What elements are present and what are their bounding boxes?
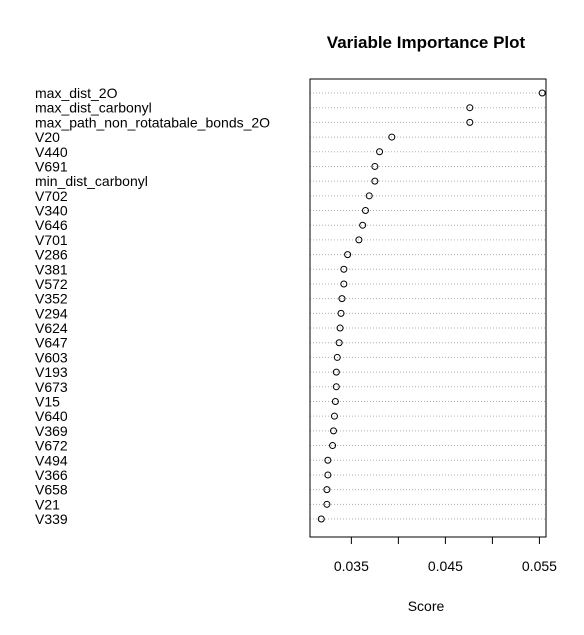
data-point [338, 295, 346, 303]
variable-label: max_dist_2O [35, 85, 118, 101]
variable-label: max_path_non_rotatabale_bonds_2O [35, 114, 270, 130]
data-point [466, 118, 474, 126]
variable-label: V646 [35, 217, 68, 233]
data-point [466, 104, 474, 112]
plot-area [309, 78, 547, 538]
chart-title: Variable Importance Plot [327, 33, 526, 52]
variable-label: V440 [35, 144, 68, 160]
data-point [337, 309, 345, 317]
variable-label: V640 [35, 408, 68, 424]
data-point [376, 148, 384, 156]
variable-labels: max_dist_2Omax_dist_carbonylmax_path_non… [35, 85, 270, 527]
variable-label: V702 [35, 188, 68, 204]
data-point [340, 280, 348, 288]
data-point [361, 207, 369, 215]
data-point [333, 353, 341, 361]
data-point [359, 221, 367, 229]
variable-label: V647 [35, 335, 68, 351]
variable-label: V286 [35, 247, 68, 263]
variable-label: V624 [35, 320, 68, 336]
variable-label: V369 [35, 423, 68, 439]
data-point [355, 236, 363, 244]
data-point [371, 162, 379, 170]
variable-label: V193 [35, 364, 68, 380]
data-point [336, 324, 344, 332]
variable-label: V381 [35, 261, 68, 277]
variable-label: V340 [35, 203, 68, 219]
data-point [388, 133, 396, 141]
variable-label: V294 [35, 305, 68, 321]
variable-label: V658 [35, 482, 68, 498]
x-axis-label: Score [408, 598, 445, 614]
data-points [317, 89, 546, 523]
x-axis: 0.035 0.045 0.055 [334, 537, 557, 574]
variable-label: V15 [35, 393, 60, 409]
data-point [330, 427, 338, 435]
variable-label: V494 [35, 452, 68, 468]
data-point [329, 442, 337, 450]
data-point [324, 456, 332, 464]
data-point [331, 397, 339, 405]
x-tick-label: 0.045 [428, 558, 463, 574]
data-point [344, 251, 352, 259]
data-point [323, 486, 331, 494]
variable-label: V339 [35, 511, 68, 527]
variable-label: V572 [35, 276, 68, 292]
data-point [332, 368, 340, 376]
variable-label: V701 [35, 232, 68, 248]
data-point [335, 339, 343, 347]
variable-label: V366 [35, 467, 68, 483]
variable-label: V672 [35, 438, 68, 454]
data-point [340, 265, 348, 273]
data-point [324, 471, 332, 479]
variable-label: V603 [35, 349, 68, 365]
variable-label: V20 [35, 129, 60, 145]
data-point [365, 192, 373, 200]
variable-label: V691 [35, 158, 68, 174]
variable-label: V352 [35, 291, 68, 307]
grid-lines [310, 92, 546, 520]
data-point [332, 383, 340, 391]
data-point [538, 89, 546, 97]
data-point [323, 500, 331, 508]
x-tick-label: 0.035 [334, 558, 369, 574]
x-tick-label: 0.055 [522, 558, 557, 574]
data-point [330, 412, 338, 420]
variable-label: min_dist_carbonyl [35, 173, 148, 189]
data-point [317, 515, 325, 523]
variable-label: V673 [35, 379, 68, 395]
data-point [371, 177, 379, 185]
variable-label: max_dist_carbonyl [35, 100, 152, 116]
variable-label: V21 [35, 496, 60, 512]
